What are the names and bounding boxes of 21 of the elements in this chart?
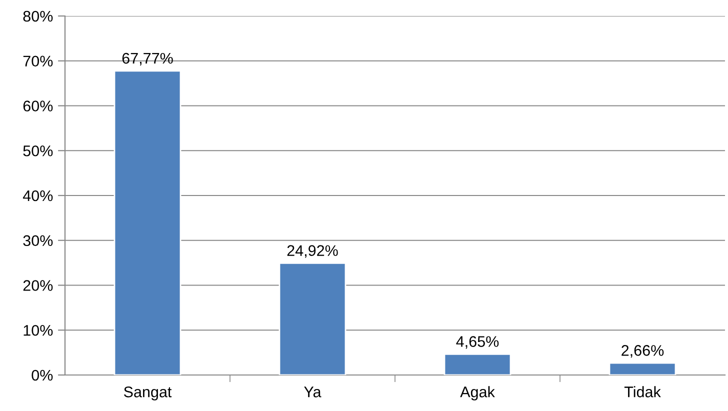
y-tick-label: 70%: [23, 56, 53, 67]
y-tick-label: 30%: [23, 235, 53, 246]
y-tick-label: 10%: [24, 324, 53, 336]
data-label: 67,77%: [122, 52, 173, 66]
x-tick-label: Tidak: [624, 386, 661, 398]
x-tick-label: Agak: [460, 386, 495, 400]
x-tick-label: Ya: [304, 386, 322, 398]
y-tick-label: 50%: [23, 145, 53, 156]
bar: [114, 70, 182, 375]
y-tick-label: 0%: [32, 370, 53, 381]
bar: [278, 262, 346, 375]
y-tick-label: 20%: [23, 280, 53, 291]
data-label: 2,66%: [622, 345, 664, 358]
y-tick-label: 60%: [23, 100, 53, 112]
data-label: 4,65%: [456, 336, 499, 349]
data-label: 24,92%: [287, 245, 338, 258]
bar: [444, 353, 512, 375]
y-tick-label: 40%: [22, 190, 53, 202]
y-tick-label: 80%: [23, 10, 53, 22]
x-tick-label: Sangat: [124, 386, 172, 400]
bar: [608, 362, 676, 375]
